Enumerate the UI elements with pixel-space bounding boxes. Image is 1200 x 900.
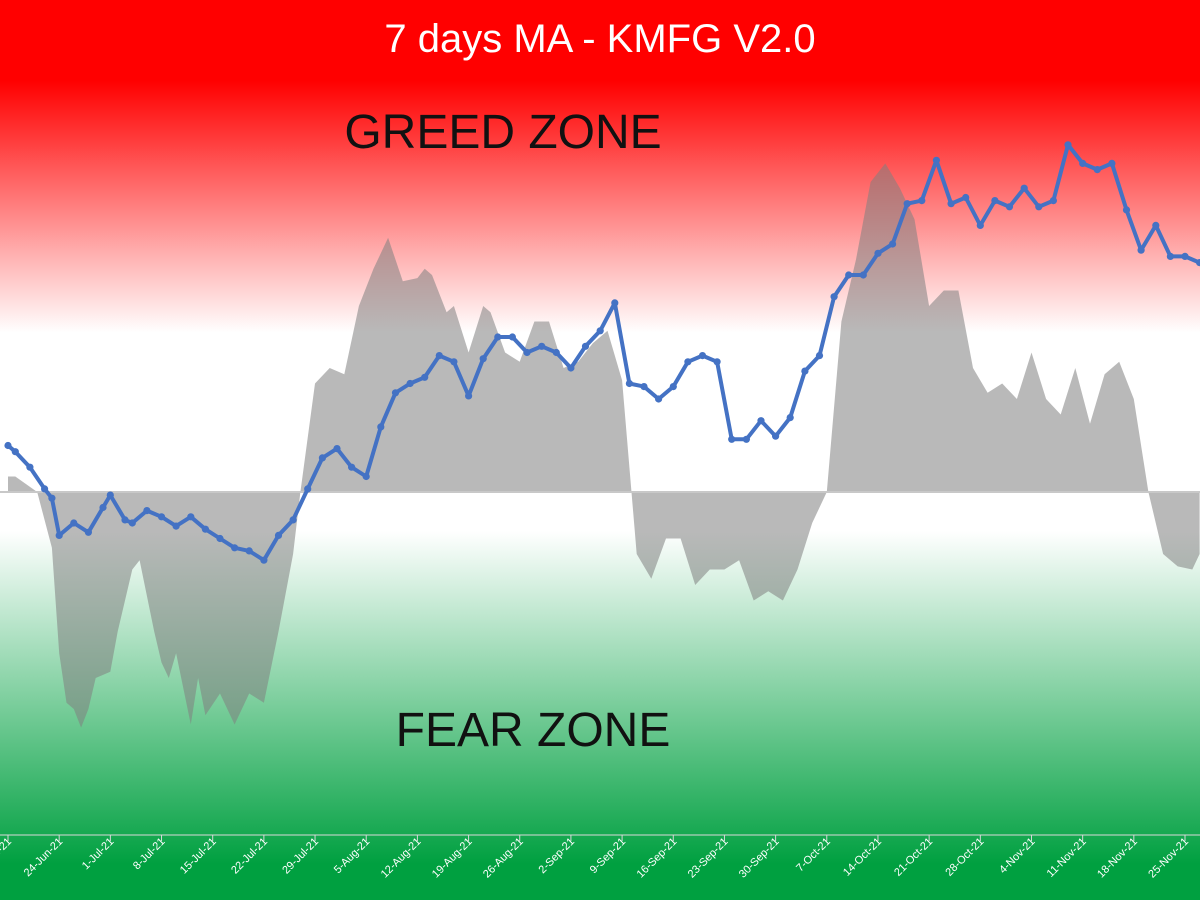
ma-point xyxy=(274,531,283,540)
ma-point xyxy=(918,197,926,205)
ma-point xyxy=(786,414,794,422)
ma-point xyxy=(70,519,78,527)
ma-point xyxy=(435,352,443,360)
ma-point xyxy=(406,379,414,388)
greed-zone-label: GREED ZONE xyxy=(344,106,661,159)
ma-point xyxy=(1005,203,1014,211)
ma-point xyxy=(728,435,736,443)
ma-point xyxy=(772,432,780,440)
ma-point xyxy=(567,364,575,372)
ma-point xyxy=(1166,252,1174,260)
ma-point xyxy=(874,249,882,257)
ma-point xyxy=(362,472,370,481)
ma-point xyxy=(216,534,224,543)
ma-point xyxy=(640,383,648,391)
ma-point xyxy=(903,200,911,208)
ma-point xyxy=(1152,221,1160,229)
ma-point xyxy=(581,342,590,350)
ma-point xyxy=(757,417,765,425)
ma-point xyxy=(391,389,400,397)
ma-point xyxy=(669,383,677,391)
ma-point xyxy=(465,392,473,400)
ma-point xyxy=(260,556,268,564)
ma-point xyxy=(231,544,239,552)
ma-point xyxy=(991,197,999,205)
ma-point xyxy=(479,355,487,363)
ma-point xyxy=(289,516,297,524)
sentiment-area xyxy=(8,163,1200,728)
ma-point xyxy=(1035,203,1043,211)
ma-point xyxy=(655,395,663,403)
ma-point xyxy=(889,240,897,248)
ma-point xyxy=(333,445,341,453)
ma-point xyxy=(1079,159,1087,167)
ma-point xyxy=(201,525,209,533)
ma-point xyxy=(377,423,385,431)
ma-point xyxy=(172,522,180,530)
ma-point xyxy=(684,358,692,366)
ma-point xyxy=(1122,206,1131,214)
ma-point xyxy=(1196,259,1200,267)
ma-point xyxy=(815,352,824,360)
ma-point xyxy=(4,441,12,450)
ma-point xyxy=(41,485,49,493)
ma-point xyxy=(713,358,721,366)
ma-point xyxy=(552,348,560,357)
ma-point xyxy=(121,516,129,524)
ma-point xyxy=(801,367,809,375)
fear-zone-label: FEAR ZONE xyxy=(396,704,671,757)
ma-point xyxy=(962,193,970,202)
ma-point xyxy=(1093,166,1101,174)
ma-point xyxy=(523,348,531,357)
ma-point xyxy=(99,503,107,512)
ma-point xyxy=(348,463,356,471)
ma-point xyxy=(245,547,253,555)
ma-point xyxy=(304,485,312,493)
ma-point xyxy=(318,454,326,462)
ma-point xyxy=(859,271,867,279)
ma-point xyxy=(698,352,707,360)
ma-point xyxy=(1181,252,1189,260)
ma-point xyxy=(143,507,151,515)
ma-point xyxy=(830,293,838,301)
ma-point xyxy=(450,358,458,366)
ma-point xyxy=(947,200,955,208)
ma-point xyxy=(742,435,751,443)
ma-point xyxy=(1064,141,1072,149)
ma-line-points xyxy=(4,141,1200,564)
ma-point xyxy=(596,327,604,335)
ma-point xyxy=(48,494,56,502)
chart-title: 7 days MA - KMFG V2.0 xyxy=(384,17,815,61)
ma-point xyxy=(508,333,516,341)
ma-point xyxy=(55,531,63,540)
ma-point xyxy=(1049,197,1057,205)
ma-point xyxy=(26,463,34,471)
ma-point xyxy=(845,271,853,279)
ma-point xyxy=(84,528,92,536)
ma-point xyxy=(187,513,195,521)
ma-point xyxy=(11,448,19,456)
ma-point xyxy=(625,379,634,388)
ma-point xyxy=(157,513,166,521)
ma-point xyxy=(611,299,619,307)
ma-point xyxy=(494,333,502,341)
ma-point xyxy=(1137,246,1145,254)
ma-point xyxy=(932,156,941,164)
ma-point xyxy=(538,342,546,350)
ma-point xyxy=(421,373,429,381)
ma-point xyxy=(976,221,984,229)
ma-point xyxy=(106,491,114,499)
ma-point xyxy=(1108,159,1116,167)
ma-point xyxy=(1020,184,1028,192)
ma-point xyxy=(128,519,136,527)
